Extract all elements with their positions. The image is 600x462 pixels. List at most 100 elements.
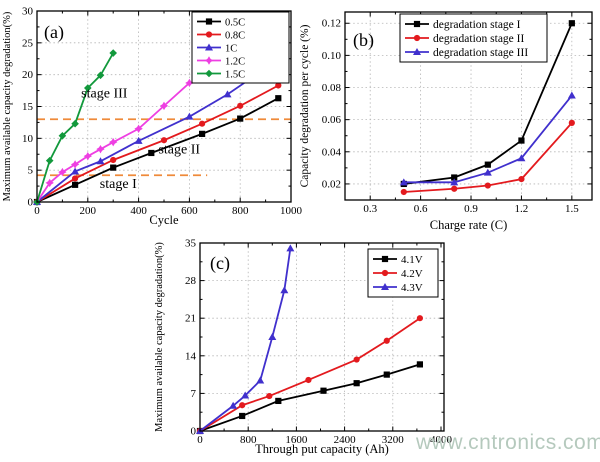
y-tick-label: 0	[191, 426, 197, 438]
y-tick-label: 10	[22, 133, 34, 145]
square-marker	[451, 174, 458, 181]
legend-label: 1.5C	[225, 69, 245, 80]
stage-annotation: stage I	[100, 177, 137, 192]
legend-label: degradation stage III	[433, 47, 528, 59]
legend-label: 0.5C	[225, 17, 245, 28]
x-tick-label: 1600	[285, 434, 308, 446]
x-tick-label: 400	[130, 205, 147, 217]
y-axis-label: Maximum available capacity degradation(%…	[154, 242, 165, 432]
triangle-marker	[241, 391, 250, 399]
square-marker	[110, 164, 117, 171]
legend-label: degradation stage II	[433, 33, 524, 45]
y-tick-label: 0.10	[322, 50, 342, 62]
triangle-marker	[96, 157, 105, 165]
triangle-marker	[185, 112, 194, 120]
triangle-marker	[71, 167, 80, 175]
square-marker	[199, 130, 206, 137]
triangle-marker	[286, 244, 295, 252]
circle-marker	[305, 376, 312, 384]
circle-marker	[160, 137, 168, 144]
circle-marker	[416, 315, 424, 322]
circle-marker	[413, 34, 421, 42]
circle-marker	[266, 392, 273, 400]
chart-panel-a: 0 200 400 600 800 1000 0 5 10 15 20 25 30 Cycle Maximu…	[0, 0, 312, 236]
diamond-marker	[96, 71, 105, 80]
x-axis-label: Through put capacity (Ah)	[255, 442, 389, 456]
y-tick-label: 25	[22, 37, 34, 49]
star-marker	[159, 101, 169, 111]
watermark-text: www.cntronics.com	[416, 431, 600, 454]
square-marker	[484, 161, 491, 168]
star-marker	[70, 160, 80, 169]
square-marker	[568, 20, 575, 27]
circle-marker	[110, 156, 117, 164]
plot-border	[344, 11, 593, 201]
diamond-marker	[84, 84, 92, 92]
diamond-marker	[58, 131, 67, 140]
triangle-marker	[381, 283, 389, 290]
legend-label: 0.8C	[225, 30, 245, 41]
square-marker	[275, 397, 282, 405]
square-marker	[416, 361, 424, 368]
circle-marker	[239, 402, 246, 409]
chart-a-svg: 0 200 400 600 800 1000 0 5 10 15 20 25 30 Cycle Maximu…	[2, 6, 303, 228]
panel-label: (a)	[44, 22, 64, 43]
x-tick-label: 800	[232, 205, 249, 217]
x-tick-label: 2400	[334, 434, 357, 446]
y-tick-label: 0.06	[322, 114, 342, 126]
circle-marker	[353, 356, 360, 363]
triangle-marker	[483, 168, 492, 176]
series-line-1C	[36, 67, 267, 203]
circle-marker	[383, 337, 390, 344]
diamond-marker	[45, 156, 54, 165]
circle-marker	[484, 182, 491, 189]
chart-panel-b: 0.3 0.6 0.9 1.2 1.5 0.02 0.04 0.06 0.08 0.10 0.12 C…	[299, 0, 600, 236]
star-marker	[83, 151, 92, 161]
series-line-1.2C	[36, 82, 191, 203]
triangle-marker	[399, 178, 408, 186]
square-marker	[148, 149, 155, 157]
square-marker	[383, 371, 390, 378]
y-tick-label: 0.12	[322, 18, 341, 30]
star-marker	[204, 56, 214, 65]
triangle-marker	[567, 91, 576, 99]
chart-panel-c: 0 800 1600 2400 3200 4000 0 7 14 21 28 35 Through pu…	[148, 236, 484, 462]
star-marker	[134, 124, 143, 133]
legend-label: 4.1V	[401, 254, 423, 266]
legend-label: 4.3V	[401, 282, 423, 294]
circle-marker	[275, 82, 282, 89]
stage-annotation: stage II	[158, 143, 200, 158]
diamond-marker	[205, 69, 213, 78]
x-tick-label: 0	[197, 434, 203, 446]
star-marker	[109, 137, 118, 147]
x-tick-label: 0.3	[363, 203, 377, 215]
circle-marker	[451, 185, 458, 192]
square-marker	[205, 18, 213, 25]
square-marker	[72, 181, 79, 188]
triangle-marker	[223, 90, 232, 98]
legend-label: degradation stage I	[433, 19, 521, 31]
square-marker	[320, 387, 327, 394]
legend-label: 4.2V	[401, 268, 423, 280]
y-tick-label: 7	[191, 388, 197, 400]
diamond-marker	[109, 49, 117, 57]
x-tick-label: 1.2	[515, 203, 529, 215]
y-tick-label: 21	[185, 313, 196, 325]
stage-annotation: stage III	[81, 87, 128, 102]
y-tick-label: 35	[185, 238, 197, 250]
panel-label: (b)	[353, 30, 374, 51]
square-marker	[381, 255, 389, 263]
x-tick-label: 0.6	[414, 203, 428, 215]
y-tick-label: 0.02	[322, 178, 341, 190]
x-tick-label: 1000	[280, 205, 303, 217]
star-marker	[58, 167, 67, 177]
x-tick-label: 0.9	[464, 203, 478, 215]
circle-marker	[518, 176, 525, 183]
square-marker	[239, 412, 246, 420]
triangle-marker	[256, 376, 265, 384]
x-axis-label: Cycle	[149, 213, 179, 227]
y-tick-label: 30	[22, 6, 34, 18]
triangle-marker	[134, 136, 143, 144]
triangle-marker	[268, 333, 277, 340]
